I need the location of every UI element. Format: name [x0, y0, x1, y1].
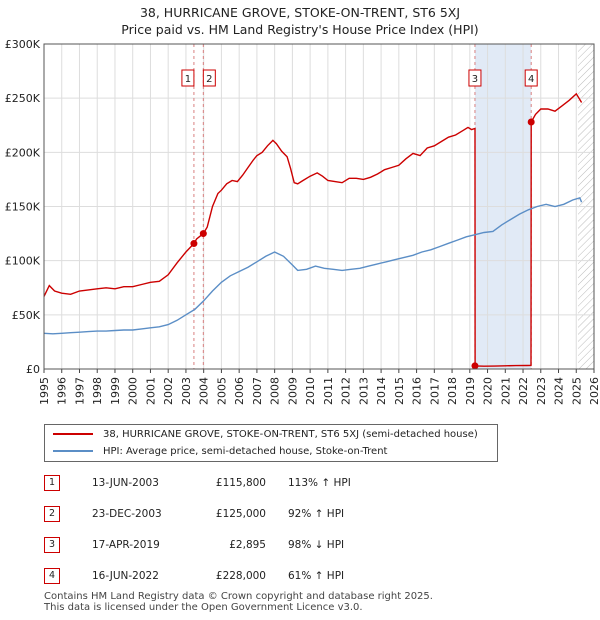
transaction-price: £115,800: [215, 477, 266, 489]
transaction-label: 4: [528, 74, 534, 85]
transaction-label-box: [524, 69, 538, 87]
x-tick-label: 2017: [428, 377, 441, 405]
transaction-hpi-diff: 92% ↑ HPI: [288, 508, 345, 520]
price-chart: £0 £50K £100K £150K £200K £250K £300K 1995 1996 1…: [5, 38, 600, 405]
x-tick-label: 1995: [38, 377, 51, 405]
x-tick-label: 2005: [215, 377, 228, 405]
x-tick-label: 2023: [535, 377, 548, 405]
x-tick-label: 1997: [73, 377, 86, 405]
transaction-price: £2,895: [229, 539, 266, 551]
x-tick-label: 2011: [322, 377, 335, 405]
y-tick-label: £250K: [5, 92, 41, 105]
transaction-date: 17-APR-2019: [92, 539, 160, 551]
transaction-number-badge: 3: [44, 537, 60, 553]
x-tick-label: 2025: [570, 377, 583, 405]
legend-property-swatch: [53, 433, 93, 435]
plot-frame: [43, 43, 595, 370]
x-tick-label: 2006: [233, 377, 246, 405]
x-tick-label: 2015: [393, 377, 406, 405]
property-price-line: [43, 92, 583, 367]
transaction-hpi-diff: 98% ↓ HPI: [288, 539, 345, 551]
transaction-price: £228,000: [215, 570, 266, 582]
x-tick-label: 2009: [286, 377, 299, 405]
x-tick-label: 2002: [162, 377, 175, 405]
y-tick-label: £200K: [5, 146, 41, 159]
transaction-date: 23-DEC-2003: [92, 508, 162, 520]
x-tick-label: 2018: [446, 377, 459, 405]
x-tick-label: 2014: [375, 377, 388, 405]
transaction-number-badge: 2: [44, 506, 60, 522]
x-tick-label: 2026: [588, 377, 600, 405]
transaction-price: £125,000: [215, 508, 266, 520]
x-tick-label: 2020: [482, 377, 495, 405]
hpi-line: [43, 196, 583, 335]
footer-licence: This data is licensed under the Open Gov…: [44, 602, 363, 613]
x-tick-label: 2010: [304, 377, 317, 405]
legend: 38, HURRICANE GROVE, STOKE-ON-TRENT, ST6…: [44, 424, 498, 462]
transaction-label-box: [202, 69, 216, 87]
x-tick-label: 2001: [144, 377, 157, 405]
x-tick-label: 1998: [91, 377, 104, 405]
transaction-date: 13-JUN-2003: [92, 477, 159, 489]
x-tick-label: 2022: [517, 377, 530, 405]
sale-point: [471, 362, 479, 370]
transaction-label: 1: [185, 74, 191, 85]
legend-entry-hpi: HPI: Average price, semi-detached house,…: [53, 444, 387, 460]
x-tick-label: 2003: [180, 377, 193, 405]
chart-title-line1: 38, HURRICANE GROVE, STOKE-ON-TRENT, ST6…: [139, 5, 461, 20]
x-tick-label: 2016: [411, 377, 424, 405]
y-tick-label: £150K: [5, 201, 41, 214]
transaction-label-box: [181, 69, 195, 87]
transaction-label: 3: [472, 74, 478, 85]
x-tick-label: 1996: [56, 377, 69, 405]
x-tick-label: 2021: [499, 377, 512, 405]
legend-property-label: 38, HURRICANE GROVE, STOKE-ON-TRENT, ST6…: [103, 429, 478, 440]
transaction-hpi-diff: 113% ↑ HPI: [288, 477, 351, 489]
legend-hpi-swatch: [53, 450, 93, 452]
sale-point: [527, 118, 535, 126]
transaction-number-badge: 4: [44, 568, 60, 584]
y-tick-label: £300K: [5, 38, 41, 51]
x-tick-label: 2012: [340, 377, 353, 405]
transaction-hpi-diff: 61% ↑ HPI: [288, 570, 345, 582]
legend-entry-property: 38, HURRICANE GROVE, STOKE-ON-TRENT, ST6…: [53, 427, 478, 443]
y-tick-label: £100K: [5, 255, 41, 268]
transaction-number-badge: 1: [44, 475, 60, 491]
x-tick-label: 2013: [357, 377, 370, 405]
transaction-date: 16-JUN-2022: [92, 570, 159, 582]
x-tick-label: 2008: [269, 377, 282, 405]
footer-copyright: Contains HM Land Registry data © Crown c…: [44, 591, 433, 602]
y-tick-label: £50K: [12, 309, 41, 322]
x-tick-label: 2007: [251, 377, 264, 405]
x-tick-label: 2024: [553, 377, 566, 405]
y-tick-label: £0: [26, 363, 40, 376]
sale-point: [199, 230, 207, 238]
x-tick-label: 2000: [127, 377, 140, 405]
x-tick-label: 1999: [109, 377, 122, 405]
transaction-label: 2: [206, 74, 212, 85]
x-tick-label: 2004: [198, 377, 211, 405]
legend-hpi-label: HPI: Average price, semi-detached house,…: [103, 446, 388, 457]
x-tick-label: 2019: [464, 377, 477, 405]
sale-point: [190, 240, 198, 248]
transaction-label-box: [468, 69, 482, 87]
chart-title-line2: Price paid vs. HM Land Registry's House …: [121, 22, 479, 37]
